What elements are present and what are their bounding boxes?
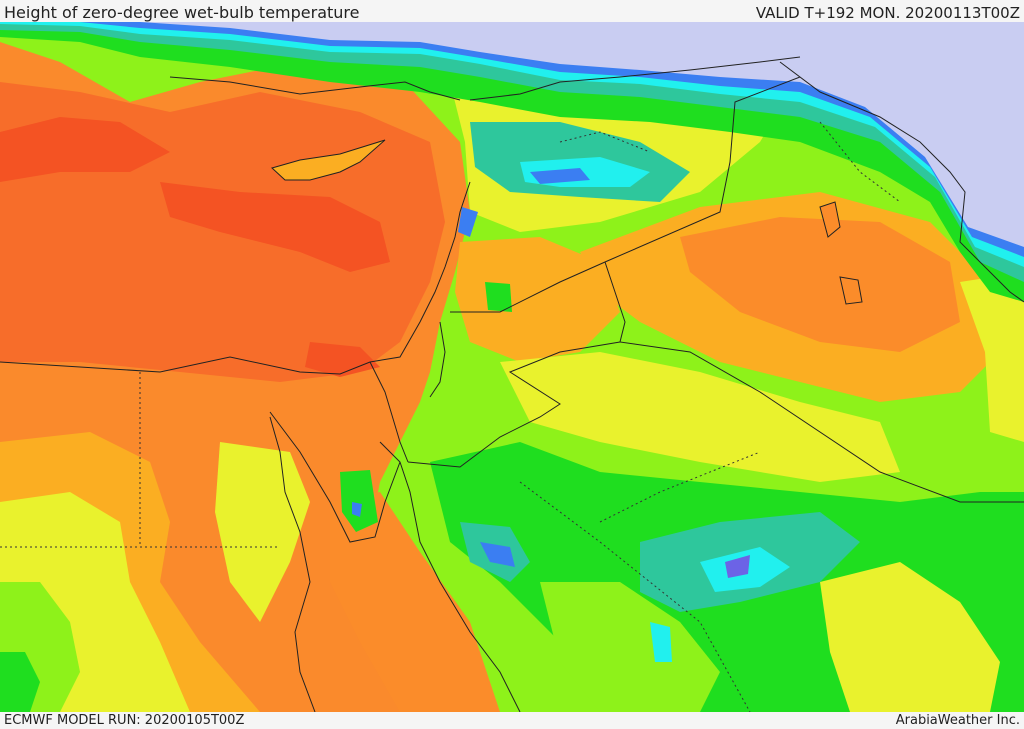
field-sea-north xyxy=(60,22,1024,247)
field-cyan-south xyxy=(650,622,672,662)
country-borders xyxy=(369,76,1024,503)
field-yellow-east-edge xyxy=(960,272,1024,442)
field-light-orange-levant xyxy=(455,237,620,362)
field-dark-red-1 xyxy=(0,117,170,182)
field-dark-red-3 xyxy=(305,342,380,377)
field-blue-sinai xyxy=(352,502,362,517)
nile-river xyxy=(269,416,316,712)
credit-label: ArabiaWeather Inc. xyxy=(895,713,1020,728)
model-run-label: ECMWF MODEL RUN: 20200105T00Z xyxy=(4,713,245,728)
weather-map[interactable] xyxy=(0,22,1024,712)
gulf-island-2 xyxy=(839,276,863,305)
map-canvas xyxy=(0,22,1024,712)
region-borders xyxy=(0,121,901,712)
valid-time: VALID T+192 MON. 20200113T00Z xyxy=(755,4,1020,22)
map-footer: ECMWF MODEL RUN: 20200105T00Z ArabiaWeat… xyxy=(0,712,1024,729)
field-orange-redsea xyxy=(330,492,500,712)
coastlines xyxy=(0,56,1024,712)
map-title: Height of zero-degree wet-bulb temperatu… xyxy=(4,3,360,22)
field-green-southwest xyxy=(0,652,40,712)
field-dark-red-2 xyxy=(160,182,390,272)
field-violet-arabia xyxy=(725,555,750,578)
field-blue-hejaz xyxy=(480,542,515,567)
field-green-jordan xyxy=(485,282,512,312)
field-yellow-egypt-mid xyxy=(215,442,310,622)
cyprus-outline xyxy=(271,139,386,181)
field-blue-lebanon xyxy=(458,207,478,237)
field-yellow-saudi-north xyxy=(500,352,900,482)
field-yellow-arabia-south xyxy=(820,562,1000,712)
field-green-sinai xyxy=(340,470,378,532)
field-blue-north xyxy=(0,22,1024,257)
field-blue-syria xyxy=(530,168,590,184)
field-lime-arabia-south xyxy=(540,582,720,712)
gulf-island xyxy=(819,201,841,238)
field-orange-east-core xyxy=(680,217,960,352)
map-header: Height of zero-degree wet-bulb temperatu… xyxy=(0,0,1024,22)
